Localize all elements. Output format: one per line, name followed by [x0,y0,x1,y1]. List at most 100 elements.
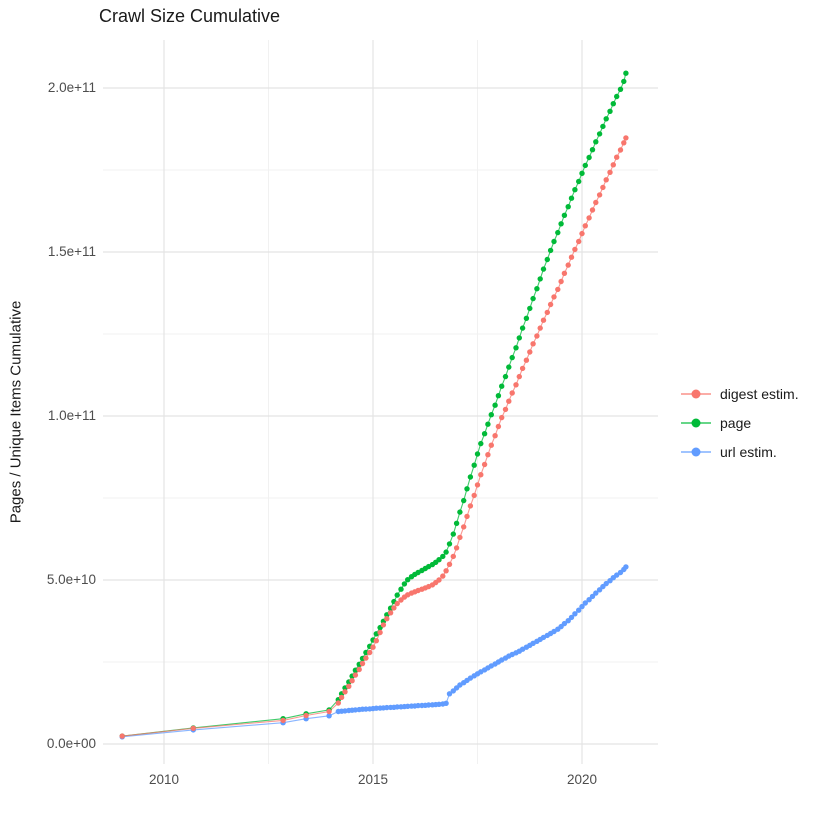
data-point-digest-estim- [464,513,470,520]
data-point-digest-estim- [530,341,536,347]
data-point-page [603,116,609,122]
x-axis-tick-label: 2020 [566,772,598,787]
data-point-digest-estim- [446,561,453,567]
data-point-digest-estim- [346,683,352,689]
data-point-digest-estim- [461,524,467,530]
data-point-url-estim- [623,564,629,570]
data-point-digest-estim- [527,349,533,355]
data-point-digest-estim- [367,649,373,656]
data-point-digest-estim- [589,207,596,213]
legend-key-digest-icon [681,387,711,401]
data-point-page [513,345,519,351]
y-axis-tick-label: 1.5e+11 [47,244,96,259]
data-point-digest-estim- [338,694,345,701]
data-point-page [617,86,624,93]
series-line-url-estim- [122,566,627,738]
data-point-digest-estim- [349,678,355,684]
data-point-page [576,178,582,185]
data-point-digest-estim- [565,262,571,268]
data-point-page [568,195,575,201]
data-point-digest-estim- [582,223,588,229]
data-point-page [579,170,585,176]
data-point-digest-estim- [558,278,564,285]
data-point-digest-estim- [356,666,362,673]
data-point-digest-estim- [495,423,502,430]
data-point-page [398,586,404,592]
x-axis-tick-label: 2010 [148,772,180,787]
data-point-url-estim- [576,607,582,613]
data-point-page [481,431,488,437]
data-point-digest-estim- [576,238,582,245]
legend-key-page-icon [681,416,711,430]
data-point-digest-estim- [502,406,509,413]
data-point-page [534,286,540,292]
data-point-digest-estim- [561,270,568,276]
data-point-digest-estim- [534,333,540,339]
data-point-digest-estim- [471,492,477,499]
data-point-url-estim- [425,702,432,708]
data-point-page [495,393,502,399]
data-point-digest-estim- [516,373,522,380]
data-point-page [401,581,408,587]
data-point-page [530,295,536,302]
data-point-page [596,131,603,137]
data-point-page [488,412,494,418]
data-point-digest-estim- [593,199,599,206]
data-point-digest-estim- [523,357,530,363]
data-point-page [523,315,530,321]
data-point-url-estim- [603,580,609,587]
data-point-url-estim- [561,620,568,627]
data-point-page [457,509,463,515]
data-point-digest-estim- [555,286,561,293]
data-point-page [485,421,491,427]
data-point-page [540,266,547,272]
data-point-digest-estim- [352,672,359,678]
data-point-digest-estim- [596,192,603,198]
data-point-page [363,649,369,656]
data-point-page [582,162,588,169]
data-point-page [544,256,550,263]
data-point-digest-estim- [342,689,348,695]
data-point-digest-estim- [614,154,620,160]
data-point-url-estim- [572,611,578,617]
legend-item-url-estim: url estim. [681,437,799,466]
data-point-url-estim- [326,713,332,719]
data-point-digest-estim- [467,503,474,509]
data-point-digest-estim- [621,140,627,146]
data-point-page [405,577,411,583]
data-point-digest-estim- [506,398,512,404]
data-point-digest-estim- [551,294,557,300]
data-point-page [506,364,512,370]
data-point-digest-estim- [481,461,488,468]
data-point-url-estim- [589,593,596,600]
data-point-digest-estim- [607,169,613,175]
data-point-page [519,325,526,331]
data-point-digest-estim- [623,135,629,141]
data-point-digest-estim- [450,553,456,560]
data-point-digest-estim- [488,442,494,448]
legend-item-page: page [681,408,799,437]
y-axis-tick-label: 5.0e+10 [46,572,96,587]
y-axis-tick-label: 1.0e+11 [47,408,96,423]
data-point-digest-estim- [384,616,390,622]
data-point-page [589,147,596,153]
data-point-page [547,247,554,254]
data-point-digest-estim- [440,573,446,579]
data-point-digest-estim- [537,325,543,331]
y-axis-tick-label: 2.0e+11 [47,80,96,95]
data-point-digest-estim- [373,638,379,644]
data-point-digest-estim- [391,605,397,611]
data-point-url-estim- [443,700,449,706]
data-point-digest-estim- [572,246,578,253]
data-point-page [474,451,481,457]
data-point-digest-estim- [617,147,624,153]
data-point-digest-estim- [492,433,498,439]
series-line-page [122,73,627,737]
data-point-digest-estim- [519,365,526,372]
data-point-digest-estim- [579,230,585,237]
data-point-url-estim- [415,702,421,709]
data-point-digest-estim- [568,254,575,260]
data-point-digest-estim- [119,733,125,739]
data-point-url-estim- [586,597,592,603]
